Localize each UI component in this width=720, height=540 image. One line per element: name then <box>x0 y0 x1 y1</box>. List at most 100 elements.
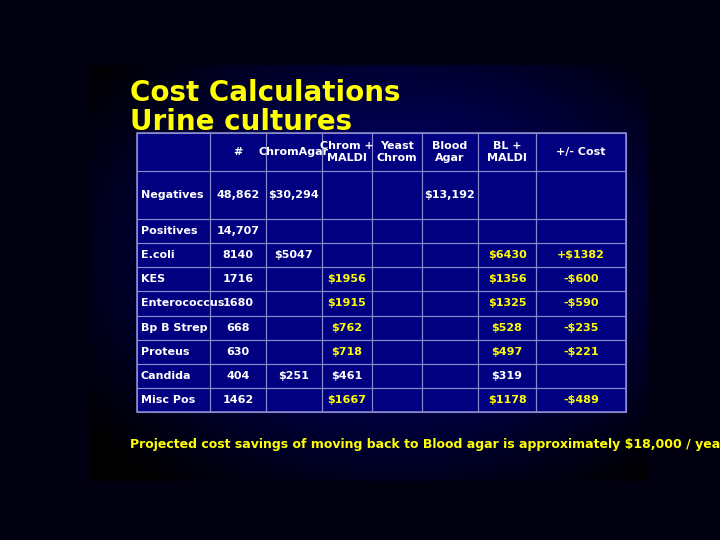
Bar <box>138 292 210 315</box>
Bar <box>478 292 536 315</box>
Bar <box>266 292 322 315</box>
Bar <box>536 243 626 267</box>
Bar <box>372 315 422 340</box>
Text: Cost Calculations: Cost Calculations <box>130 79 400 107</box>
Text: $718: $718 <box>331 347 362 357</box>
Bar <box>266 267 322 292</box>
Bar <box>266 340 322 364</box>
Bar <box>322 267 372 292</box>
Bar <box>372 340 422 364</box>
Text: #: # <box>233 147 243 157</box>
Bar <box>138 133 626 412</box>
Bar <box>210 219 266 243</box>
Text: +/- Cost: +/- Cost <box>557 147 606 157</box>
Text: Enterococcus: Enterococcus <box>141 299 224 308</box>
Bar <box>478 219 536 243</box>
Bar <box>422 171 478 219</box>
Text: -$489: -$489 <box>563 395 599 405</box>
Text: -$590: -$590 <box>563 299 599 308</box>
Bar <box>138 315 210 340</box>
Bar <box>210 133 266 171</box>
Bar <box>478 133 536 171</box>
Bar <box>266 133 322 171</box>
Text: BL +
MALDI: BL + MALDI <box>487 141 527 163</box>
Bar <box>138 243 210 267</box>
Bar <box>210 340 266 364</box>
Bar <box>372 133 422 171</box>
Bar <box>138 340 210 364</box>
Text: Proteus: Proteus <box>141 347 189 357</box>
Bar <box>422 219 478 243</box>
Bar <box>266 388 322 412</box>
Bar <box>536 267 626 292</box>
Bar <box>266 364 322 388</box>
Bar <box>372 171 422 219</box>
Bar <box>322 171 372 219</box>
Text: 48,862: 48,862 <box>216 190 259 200</box>
Bar <box>372 267 422 292</box>
Bar <box>372 243 422 267</box>
Bar <box>478 315 536 340</box>
Bar <box>536 340 626 364</box>
Bar <box>536 292 626 315</box>
Bar <box>210 364 266 388</box>
Bar <box>422 133 478 171</box>
Bar <box>536 219 626 243</box>
Bar <box>536 364 626 388</box>
Text: 14,707: 14,707 <box>217 226 259 236</box>
Bar <box>266 315 322 340</box>
Text: Blood
Agar: Blood Agar <box>432 141 467 163</box>
Bar <box>322 364 372 388</box>
Text: $497: $497 <box>492 347 523 357</box>
Bar <box>422 315 478 340</box>
Text: 630: 630 <box>226 347 249 357</box>
Text: Urine cultures: Urine cultures <box>130 109 352 137</box>
Text: KES: KES <box>141 274 165 285</box>
Bar <box>210 267 266 292</box>
Bar <box>138 267 210 292</box>
Bar <box>478 388 536 412</box>
Bar <box>138 364 210 388</box>
Bar <box>138 171 210 219</box>
Text: Misc Pos: Misc Pos <box>141 395 195 405</box>
Text: $1667: $1667 <box>327 395 366 405</box>
Text: $1956: $1956 <box>328 274 366 285</box>
Bar <box>536 133 626 171</box>
Text: Positives: Positives <box>141 226 197 236</box>
Bar <box>422 267 478 292</box>
Bar <box>478 243 536 267</box>
Bar <box>422 292 478 315</box>
Text: $319: $319 <box>492 371 523 381</box>
Bar <box>536 171 626 219</box>
Text: $1178: $1178 <box>487 395 526 405</box>
Bar <box>210 315 266 340</box>
Text: 1716: 1716 <box>222 274 253 285</box>
Text: 8140: 8140 <box>222 250 253 260</box>
Bar <box>210 388 266 412</box>
Bar <box>422 243 478 267</box>
Bar <box>536 315 626 340</box>
Text: Candida: Candida <box>141 371 192 381</box>
Text: $762: $762 <box>331 322 362 333</box>
Text: $6430: $6430 <box>487 250 526 260</box>
Bar <box>322 219 372 243</box>
Bar <box>478 267 536 292</box>
Text: Projected cost savings of moving back to Blood agar is approximately $18,000 / y: Projected cost savings of moving back to… <box>130 437 720 451</box>
Text: +$1382: +$1382 <box>557 250 605 260</box>
Text: $1325: $1325 <box>488 299 526 308</box>
Text: $1356: $1356 <box>487 274 526 285</box>
Bar <box>478 340 536 364</box>
Bar <box>536 388 626 412</box>
Text: 404: 404 <box>226 371 250 381</box>
Text: 668: 668 <box>226 322 250 333</box>
Text: $461: $461 <box>331 371 362 381</box>
Text: -$221: -$221 <box>563 347 599 357</box>
Text: $5047: $5047 <box>274 250 313 260</box>
Bar <box>422 388 478 412</box>
Bar <box>138 219 210 243</box>
Bar <box>422 364 478 388</box>
Bar <box>210 292 266 315</box>
Text: ChromAgar: ChromAgar <box>258 147 329 157</box>
Bar <box>372 388 422 412</box>
Bar <box>372 219 422 243</box>
